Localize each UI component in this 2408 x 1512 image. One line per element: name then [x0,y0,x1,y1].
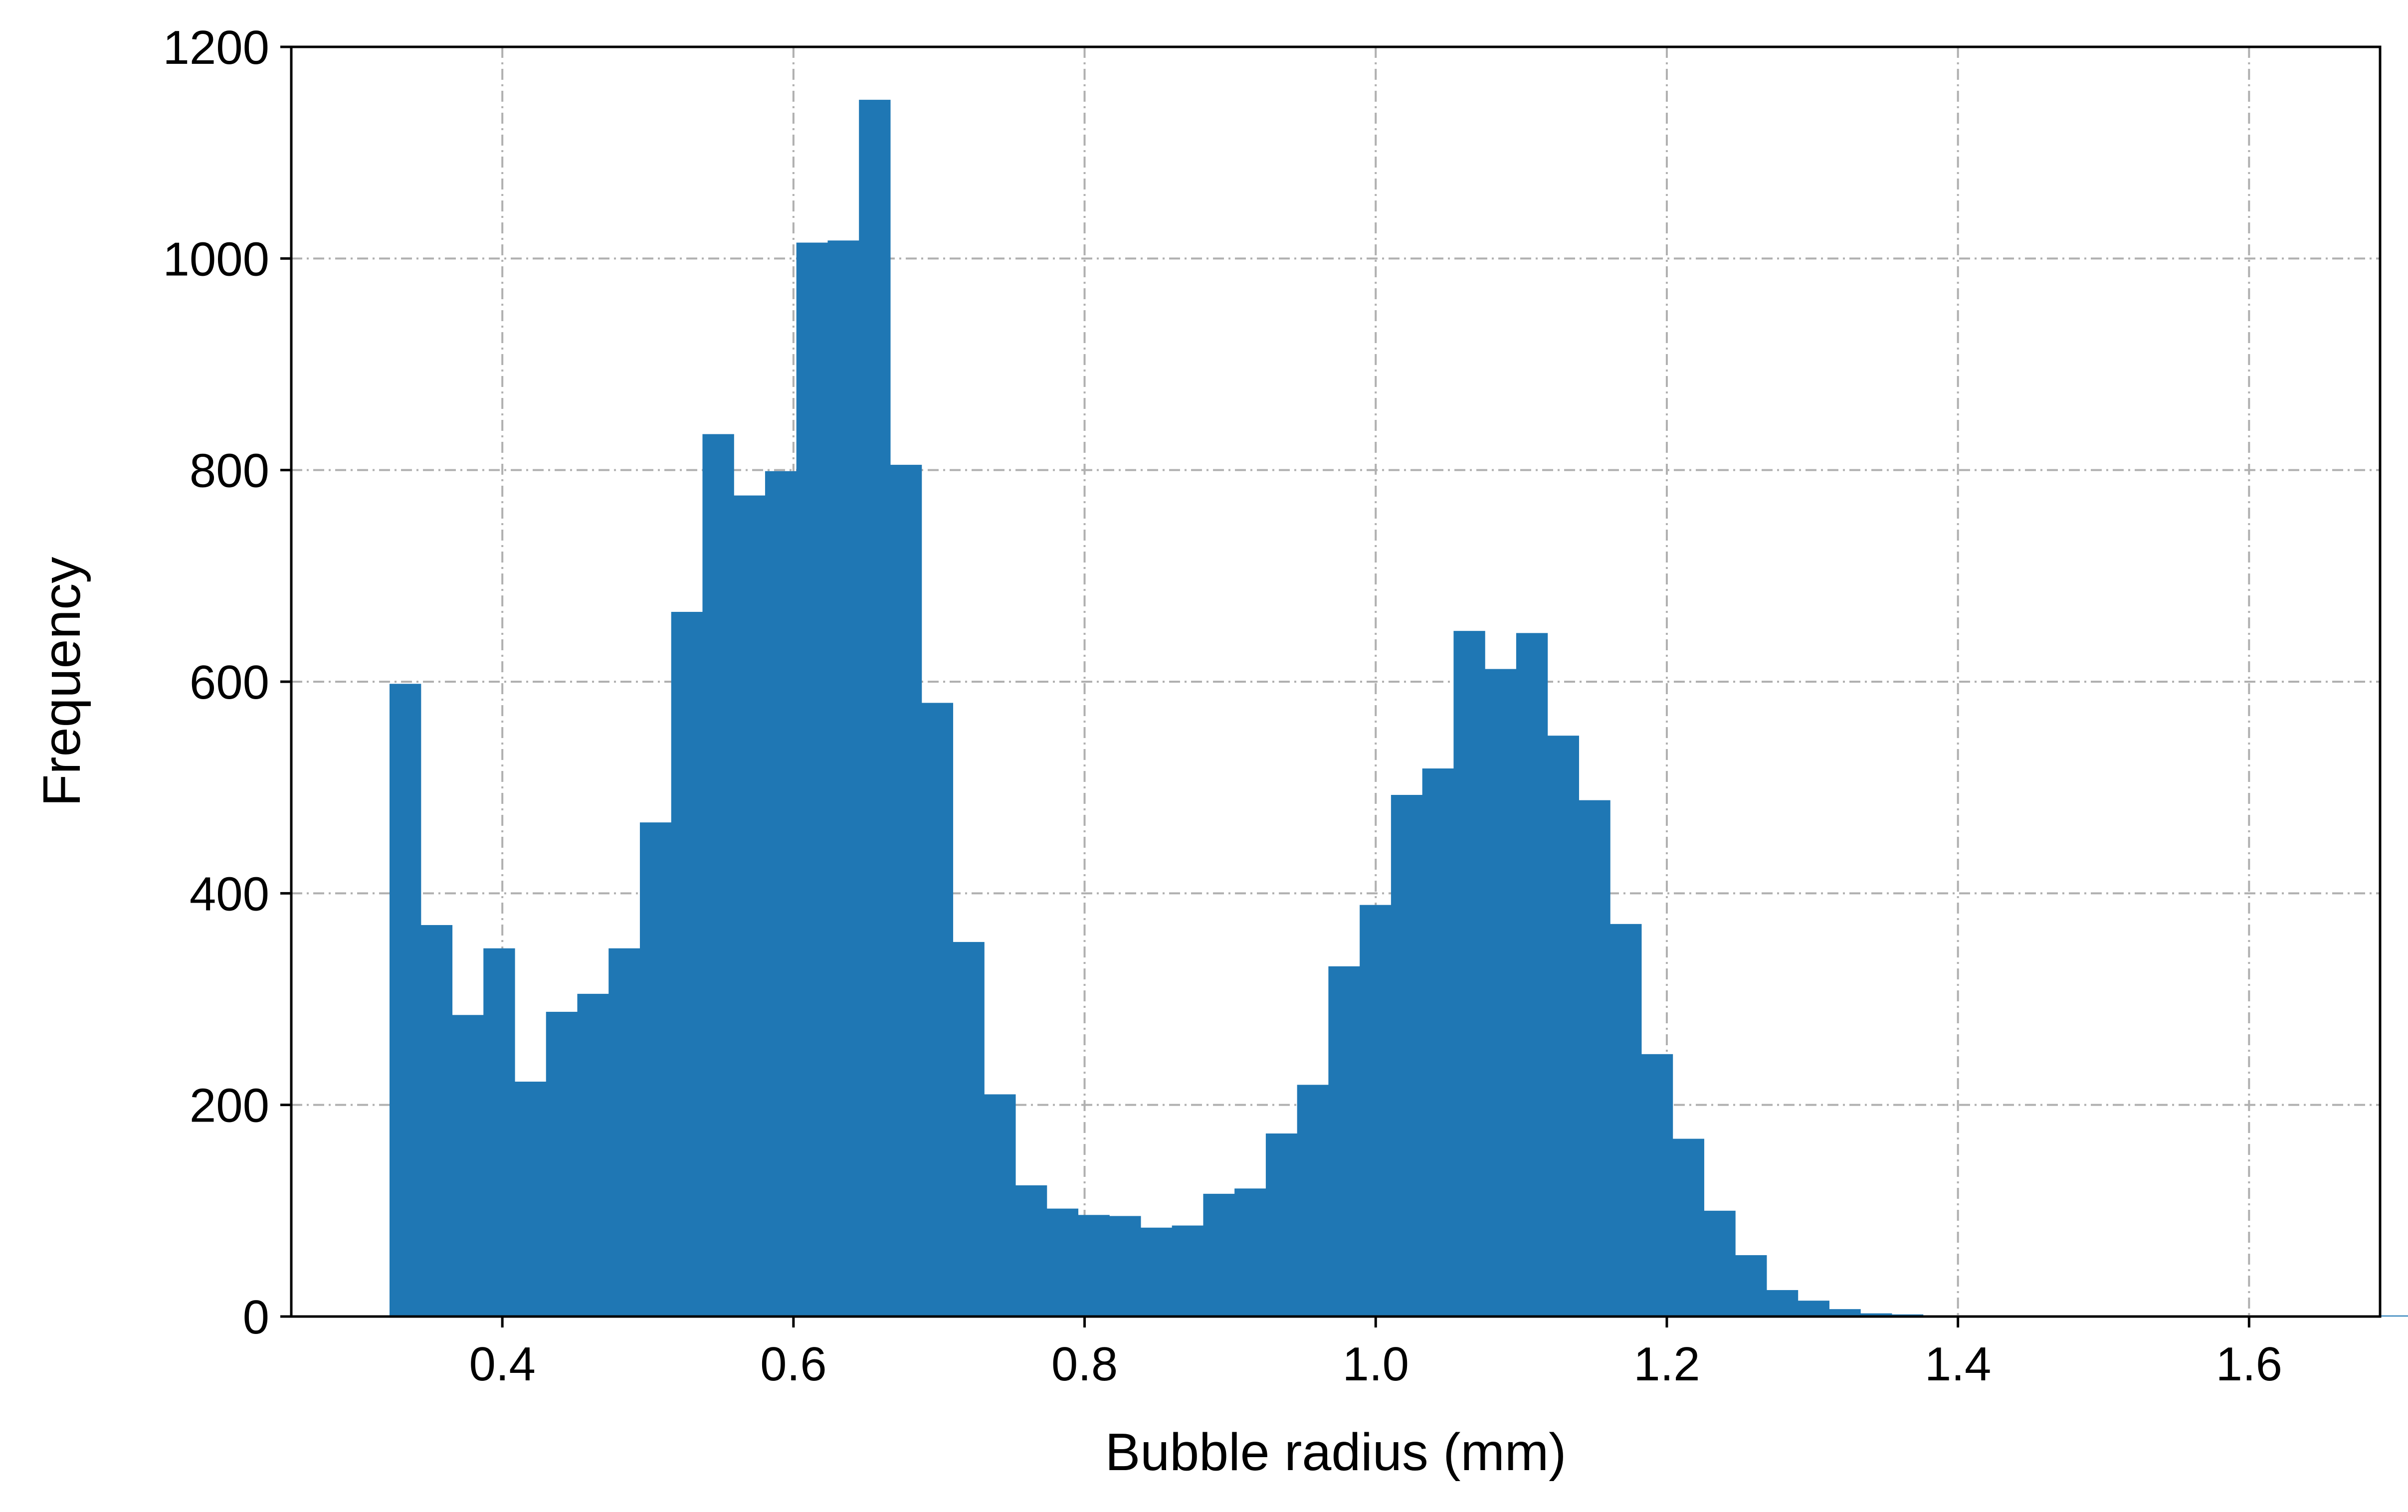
histogram-bar [1140,1227,1173,1317]
histogram-bar [577,993,609,1317]
histogram-bar [702,434,734,1317]
histogram-bar [1234,1188,1266,1317]
histogram-bar [1547,736,1579,1317]
histogram-bars [389,100,2408,1317]
y-tick-label: 1200 [163,21,269,74]
histogram-bar [1860,1313,1892,1317]
histogram-bar [671,611,703,1317]
histogram-bar [1391,795,1423,1317]
histogram-bar [608,948,640,1317]
histogram-bar [1798,1301,1829,1317]
histogram-bar [420,925,453,1317]
x-tick-label: 0.8 [1051,1337,1118,1391]
histogram-bar [1109,1216,1141,1317]
histogram-bar [389,684,421,1317]
histogram-bar [734,495,766,1317]
x-axis-ticks: 0.4 0.6 0.8 1.0 1.2 1.4 1.6 [469,1317,2282,1391]
y-tick-label: 0 [243,1291,269,1344]
x-axis-label: Bubble radius (mm) [1105,1423,1567,1482]
histogram-bar [796,242,828,1317]
x-tick-label: 0.4 [469,1337,535,1391]
histogram-bar [1203,1193,1235,1317]
histogram-bar [921,703,954,1317]
histogram-bar [1078,1215,1110,1317]
x-tick-label: 1.4 [1925,1337,1991,1391]
histogram-bar [2392,1315,2408,1317]
histogram-bar [1766,1290,1799,1317]
histogram-bar [1360,905,1392,1317]
histogram-bar [984,1094,1016,1317]
y-tick-label: 600 [190,656,269,709]
histogram-bar [1641,1054,1673,1317]
x-tick-label: 1.0 [1343,1337,1409,1391]
y-tick-label: 200 [190,1079,269,1133]
histogram-bar [1704,1210,1736,1317]
histogram-bar [765,471,797,1317]
histogram-bar [1516,633,1548,1317]
histogram-bar [546,1011,578,1317]
histogram-bar [1579,800,1610,1317]
histogram-bar [483,948,515,1317]
y-axis-ticks: 0 200 400 600 800 1000 1200 [163,21,291,1344]
histogram-bar [1297,1085,1329,1317]
histogram-bar [1046,1208,1079,1317]
histogram-bar [1265,1133,1298,1317]
x-tick-label: 1.6 [2216,1337,2282,1391]
histogram-bar [953,942,985,1317]
histogram-bar [639,822,672,1317]
histogram-bar [1829,1309,1861,1317]
y-tick-label: 800 [190,444,269,498]
histogram-bar [1485,669,1517,1317]
histogram-bar [514,1081,547,1317]
histogram-bar [1610,924,1642,1317]
y-axis-label: Frequency [32,557,91,807]
histogram-bar [1328,966,1360,1317]
histogram-bar [1422,768,1454,1317]
histogram-bar [1453,631,1485,1317]
histogram-bar [452,1015,484,1317]
x-tick-label: 0.6 [760,1337,826,1391]
histogram-bar [859,100,891,1317]
y-tick-label: 400 [190,867,269,921]
histogram-bar [1672,1138,1704,1317]
x-tick-label: 1.2 [1633,1337,1700,1391]
histogram-bar [1735,1255,1767,1317]
histogram-bar [827,240,859,1317]
y-tick-label: 1000 [163,232,269,286]
histogram-bar [1015,1185,1047,1317]
histogram-bar [890,465,922,1317]
histogram-bar [1172,1225,1204,1317]
